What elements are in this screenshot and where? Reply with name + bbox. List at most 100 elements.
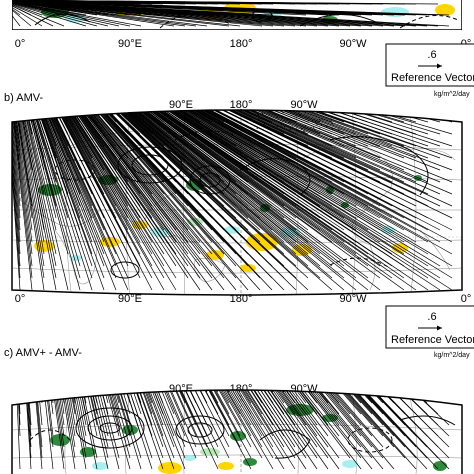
wind-vector — [12, 110, 309, 183]
wind-vector — [12, 110, 297, 159]
wind-vector — [12, 110, 177, 267]
wind-vector — [12, 110, 81, 279]
wind-vector — [12, 110, 453, 243]
wind-vector — [12, 110, 249, 291]
wind-vector — [12, 110, 429, 279]
wind-vector — [12, 110, 405, 255]
wind-vector — [12, 110, 201, 255]
wind-vector — [12, 110, 273, 291]
panel-b-frame — [11, 109, 463, 296]
wind-vector — [12, 110, 417, 219]
wind-vector — [12, 110, 45, 255]
lon-label: 180° — [230, 99, 253, 111]
wind-vector — [12, 110, 357, 207]
wind-vector — [12, 110, 429, 267]
wind-vector — [12, 110, 33, 255]
wind-vector — [12, 110, 57, 267]
lon-label: 90°E — [118, 293, 142, 305]
wind-vector — [12, 110, 441, 267]
wind-vector — [12, 110, 261, 231]
wind-vector — [12, 110, 393, 147]
wind-vector — [12, 110, 213, 279]
wind-vector — [12, 110, 117, 255]
wind-vector — [12, 110, 345, 267]
wind-vector — [12, 110, 441, 171]
wind-vector — [12, 110, 57, 159]
wind-vector — [12, 110, 93, 219]
panel-c-frame — [11, 389, 463, 474]
wind-vector — [12, 110, 93, 243]
panel-b-title: b) AMV- — [4, 92, 43, 104]
wind-vector — [12, 7, 43, 27]
wind-vector — [12, 110, 309, 135]
wind-vector — [12, 110, 21, 195]
wind-vector — [12, 110, 21, 207]
wind-vector — [12, 110, 345, 291]
wind-vector — [12, 110, 201, 279]
wind-vector — [12, 0, 241, 27]
wind-vector — [12, 110, 201, 267]
wind-vector — [12, 110, 45, 279]
wind-vector — [12, 110, 213, 243]
wind-vector — [12, 110, 297, 255]
panel-a-reference-box: .6 Reference Vector kg/m^2/day — [385, 43, 474, 98]
wind-vector — [12, 110, 345, 195]
wind-vector — [12, 110, 117, 183]
reference-label: Reference Vector — [391, 72, 474, 84]
reference-value: .6 — [427, 311, 436, 323]
wind-vector — [12, 110, 321, 255]
wind-vector — [12, 110, 225, 291]
wind-vector — [12, 390, 296, 470]
wind-vector — [12, 110, 453, 183]
wind-vector — [12, 110, 165, 279]
wind-vector — [12, 110, 417, 207]
wind-vector — [12, 110, 21, 279]
wind-vector — [12, 110, 213, 255]
wind-vector — [12, 110, 237, 267]
wind-vector — [12, 4, 65, 27]
wind-vector — [12, 15, 21, 27]
wind-vector — [12, 110, 417, 291]
wind-vector — [12, 110, 417, 183]
wind-vector — [12, 110, 21, 231]
wind-vector — [12, 110, 165, 267]
wind-vector — [12, 110, 405, 171]
wind-vector — [12, 110, 405, 279]
wind-vector — [12, 110, 417, 243]
wind-vector — [12, 110, 93, 159]
wind-vector — [12, 110, 105, 219]
wind-vector — [12, 110, 405, 291]
wind-vector — [12, 110, 93, 195]
wind-vector — [12, 110, 441, 159]
wind-vector — [12, 110, 381, 207]
wind-vector — [12, 110, 453, 195]
reference-unit: kg/m^2/day — [434, 91, 470, 98]
wind-vector — [12, 110, 69, 195]
wind-vector — [12, 110, 57, 147]
wind-vector — [12, 110, 105, 291]
wind-vector — [12, 110, 285, 219]
wind-vector — [12, 110, 357, 255]
wind-vector — [12, 110, 345, 219]
wind-vector — [12, 110, 57, 255]
wind-vector — [12, 110, 93, 267]
wind-vector — [12, 110, 153, 243]
wind-vector — [12, 110, 129, 207]
wind-vector — [12, 110, 453, 279]
wind-vector — [12, 110, 237, 195]
wind-vector — [12, 110, 225, 279]
wind-vector — [12, 110, 141, 183]
wind-vector — [12, 110, 417, 195]
wind-vector — [12, 110, 369, 171]
lon-label: 90°W — [339, 293, 367, 305]
wind-vector — [12, 110, 129, 183]
stipple-dot — [256, 127, 258, 129]
wind-vector — [12, 110, 21, 291]
wind-vector — [12, 110, 105, 195]
wind-vector — [12, 110, 57, 291]
wind-vector — [12, 110, 33, 279]
wind-vector — [12, 110, 441, 291]
wind-vector — [12, 110, 405, 243]
wind-vector — [12, 110, 117, 207]
